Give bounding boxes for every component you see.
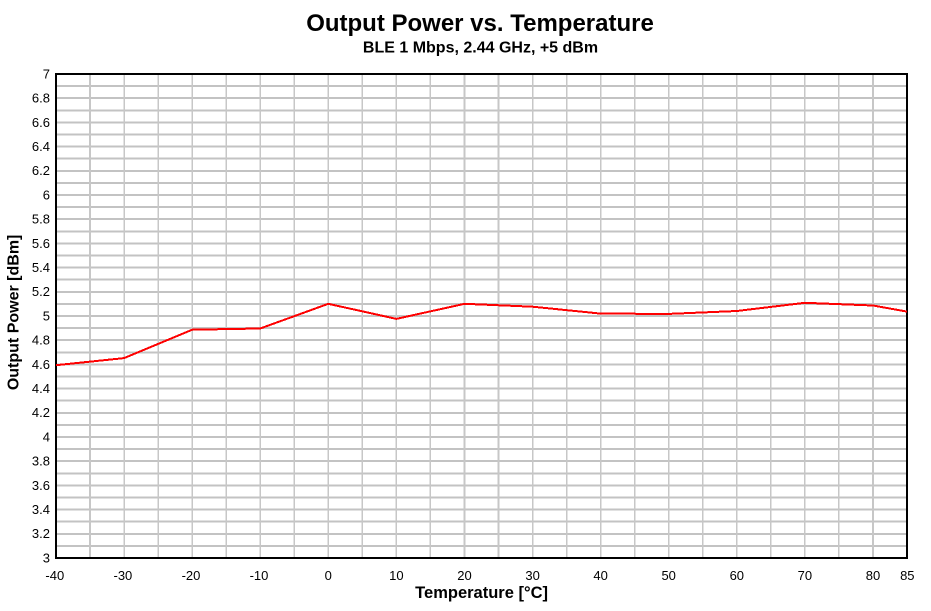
svg-text:-10: -10 <box>250 568 269 583</box>
svg-text:5.8: 5.8 <box>32 212 50 227</box>
svg-text:20: 20 <box>457 568 471 583</box>
svg-text:5.4: 5.4 <box>32 260 50 275</box>
svg-text:3.8: 3.8 <box>32 454 50 469</box>
svg-text:6: 6 <box>43 187 50 202</box>
svg-text:4.4: 4.4 <box>32 381 50 396</box>
svg-text:Output Power [dBm]: Output Power [dBm] <box>6 235 23 391</box>
svg-text:7: 7 <box>43 66 50 81</box>
svg-text:80: 80 <box>866 568 880 583</box>
svg-text:4.6: 4.6 <box>32 357 50 372</box>
svg-text:3.4: 3.4 <box>32 502 50 517</box>
svg-text:40: 40 <box>593 568 607 583</box>
svg-text:10: 10 <box>389 568 403 583</box>
svg-text:50: 50 <box>661 568 675 583</box>
svg-text:4.8: 4.8 <box>32 333 50 348</box>
svg-text:5.2: 5.2 <box>32 284 50 299</box>
svg-text:3: 3 <box>43 550 50 565</box>
svg-text:Temperature [°C]: Temperature [°C] <box>415 584 548 602</box>
svg-text:30: 30 <box>525 568 539 583</box>
svg-text:6.8: 6.8 <box>32 91 50 106</box>
svg-text:5: 5 <box>43 308 50 323</box>
svg-text:Output Power vs. Temperature: Output Power vs. Temperature <box>306 10 654 37</box>
svg-text:70: 70 <box>798 568 812 583</box>
svg-text:-30: -30 <box>114 568 133 583</box>
svg-text:4: 4 <box>43 429 50 444</box>
svg-text:60: 60 <box>730 568 744 583</box>
svg-text:3.6: 3.6 <box>32 478 50 493</box>
svg-text:3.2: 3.2 <box>32 526 50 541</box>
svg-text:85: 85 <box>900 568 914 583</box>
svg-text:5.6: 5.6 <box>32 236 50 251</box>
svg-text:BLE 1 Mbps, 2.44 GHz, +5 dBm: BLE 1 Mbps, 2.44 GHz, +5 dBm <box>363 40 598 57</box>
svg-text:6.2: 6.2 <box>32 163 50 178</box>
svg-text:4.2: 4.2 <box>32 405 50 420</box>
svg-text:6.6: 6.6 <box>32 115 50 130</box>
svg-text:6.4: 6.4 <box>32 139 50 154</box>
svg-text:-20: -20 <box>182 568 201 583</box>
svg-text:0: 0 <box>325 568 332 583</box>
svg-text:-40: -40 <box>45 568 64 583</box>
